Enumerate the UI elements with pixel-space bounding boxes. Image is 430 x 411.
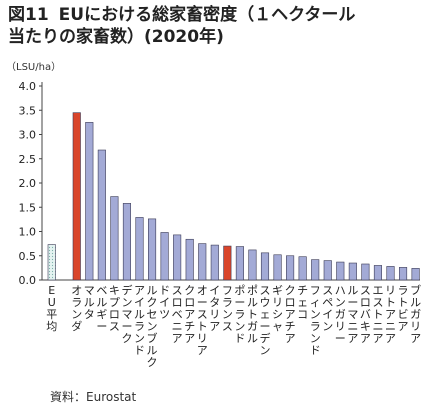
bar-country-14 <box>235 246 244 281</box>
chart-axes: 0.0 0.5 1.0 1.5 2.0 2.5 3.0 3.5 4.0 <box>19 80 420 287</box>
x-category-label: クロアチア <box>184 284 195 345</box>
bar-country-21 <box>323 260 332 281</box>
bar-country-20 <box>311 259 320 281</box>
x-category-label: マルタ <box>84 284 95 321</box>
title-line-1: EUにおける総家畜密度（１ヘクタール <box>58 5 356 25</box>
x-category-label: デンマーク <box>121 283 132 345</box>
bar-country-9 <box>173 234 182 281</box>
x-category-label: E U 平均 <box>46 284 57 333</box>
x-category-label: オランダ <box>71 284 82 333</box>
x-category-label: チェコ <box>297 284 308 321</box>
x-category-label: ベルギー <box>96 284 107 333</box>
x-category-label: エストニア <box>372 284 383 345</box>
bar-country-2 <box>85 122 94 281</box>
bar-country-7 <box>148 218 157 281</box>
y-tick-label: 4.0 <box>19 80 37 93</box>
x-category-label: スウェーデン <box>260 284 271 357</box>
x-category-label: ブルガリア <box>410 283 421 345</box>
y-tick-label: 2.0 <box>19 177 37 190</box>
x-category-label: ギリシャ <box>272 284 283 333</box>
y-tick-label: 0.0 <box>19 274 37 287</box>
x-category-label: イタリア <box>209 284 220 333</box>
bar-country-15 <box>248 249 257 281</box>
bar-country-3 <box>97 149 106 281</box>
bar-country-6 <box>135 217 144 281</box>
bar-country-13 <box>223 245 232 281</box>
x-category-label: クロアチア <box>285 284 296 345</box>
bar-country-11 <box>198 243 207 281</box>
figure-number: 図11 <box>8 5 49 25</box>
x-category-label: ドイツ <box>159 284 170 321</box>
x-category-label: リトアニア <box>385 284 396 345</box>
y-tick-label: 3.5 <box>19 104 37 117</box>
bar-country-28 <box>411 268 420 281</box>
x-category-label: スロバキア <box>360 284 371 345</box>
chart-title: 図11 EUにおける総家畜密度（１ヘクタール 当たりの家畜数）(2020年) <box>8 4 428 48</box>
x-category-label: スロベニア <box>172 284 183 345</box>
bar-country-22 <box>336 261 345 281</box>
x-category-label: ポルトガル <box>247 284 258 345</box>
title-line-2: 当たりの家畜数）(2020年) <box>8 27 224 47</box>
bar-country-10 <box>185 238 194 281</box>
bar-country-26 <box>386 266 395 281</box>
x-category-label: ハンガリー <box>335 284 346 345</box>
y-tick-label: 1.5 <box>19 201 37 214</box>
x-category-label: オーストリア <box>197 284 208 357</box>
bar-country-24 <box>361 263 370 281</box>
bar-country-23 <box>348 262 357 281</box>
bar-country-25 <box>373 265 383 281</box>
y-tick-label: 0.5 <box>19 250 37 263</box>
bar-series <box>47 112 420 281</box>
x-category-label: アイルランド <box>134 284 145 357</box>
bar-country-18 <box>286 255 295 281</box>
bar-eu-average <box>47 244 56 281</box>
bar-country-8 <box>160 232 169 281</box>
y-tick-label: 2.5 <box>19 153 37 166</box>
bar-country-27 <box>398 267 408 281</box>
x-axis-labels: E U 平均 オランダマルタベルギーキプロスデンマークアイルランドルクセンブルクドイツ… <box>46 283 421 369</box>
bar-country-1 <box>72 112 81 281</box>
x-category-label: キプロス <box>109 284 120 333</box>
y-axis-unit-label: （LSU/ha） <box>6 62 62 73</box>
x-category-label: フィンランド <box>310 284 321 357</box>
bar-country-5 <box>122 203 131 281</box>
x-category-label: ラトビア <box>398 284 409 333</box>
x-category-label: スペイン <box>322 284 333 333</box>
y-tick-label: 1.0 <box>19 226 37 239</box>
x-category-label: ルクセンブルク <box>147 284 158 369</box>
bar-country-4 <box>110 196 119 281</box>
x-category-label: ポーランド <box>234 284 245 345</box>
bar-country-17 <box>273 254 282 281</box>
bar-country-19 <box>298 256 307 281</box>
bar-country-16 <box>260 252 270 281</box>
y-tick-label: 3.0 <box>19 129 37 142</box>
x-category-label: フランス <box>222 284 233 333</box>
x-category-label: ルーマニア <box>347 284 358 345</box>
bar-country-12 <box>210 244 219 281</box>
source-note: 資料：Eurostat <box>50 390 137 404</box>
